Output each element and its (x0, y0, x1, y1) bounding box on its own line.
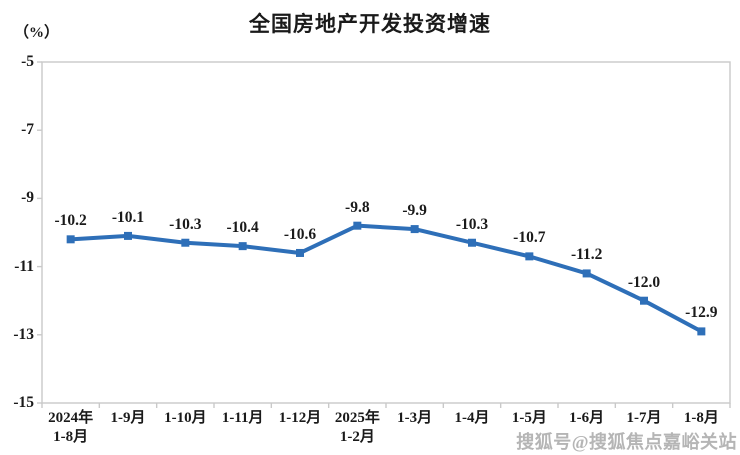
data-point-marker (66, 235, 75, 244)
data-point-marker (353, 221, 362, 230)
data-point-marker (697, 327, 706, 336)
data-value-label: -12.0 (627, 273, 661, 291)
y-axis-tick-label: -7 (21, 121, 34, 139)
x-axis-category-label: 1-7月 (626, 410, 662, 426)
x-axis-category-label: 1-9月 (110, 410, 146, 426)
data-point-marker (640, 296, 648, 305)
y-axis-tick-label: -9 (21, 189, 34, 207)
watermark: 搜狐号@搜狐焦点嘉峪关站 (516, 432, 737, 452)
y-axis-unit-label: （%） (14, 25, 60, 41)
data-point-marker (238, 242, 247, 251)
data-value-label: -11.2 (570, 246, 603, 264)
x-axis-category-label: 1-8月 (683, 410, 719, 426)
y-axis-tick-label: -11 (14, 257, 34, 275)
data-point-marker (525, 252, 534, 261)
data-value-label: -10.1 (111, 208, 145, 226)
x-axis-category-label: 1-11月 (221, 410, 264, 426)
x-axis-category-label: 2024年 1-8月 (48, 410, 94, 445)
data-point-marker (124, 231, 132, 240)
plot-border (41, 61, 731, 404)
x-axis-category-label: 1-4月 (454, 410, 490, 426)
x-axis-category-label: 1-10月 (164, 410, 207, 426)
data-value-label: -9.9 (402, 202, 427, 220)
x-axis-category-label: 1-5月 (511, 410, 547, 426)
x-axis-category-label: 2025年 1-2月 (334, 410, 380, 445)
x-axis-category-label: 1-6月 (569, 410, 605, 426)
data-value-label: -10.6 (283, 225, 317, 243)
data-value-label: -10.4 (226, 219, 259, 237)
data-point-marker (181, 238, 190, 247)
data-value-label: -9.8 (345, 198, 370, 216)
data-line (68, 223, 704, 334)
chart-title: 全国房地产开发投资增速 (249, 12, 491, 36)
data-point-marker (410, 225, 419, 234)
x-axis-category-label: 1-3月 (397, 410, 433, 426)
data-point-marker (582, 269, 591, 278)
y-axis-tick-label: -5 (21, 53, 34, 70)
y-axis-tick-label: -13 (13, 325, 34, 343)
data-value-label: -10.3 (455, 215, 489, 233)
data-value-label: -12.9 (685, 304, 718, 322)
data-value-label: -10.3 (169, 215, 202, 233)
y-axis-tick-label: -15 (13, 394, 34, 411)
data-value-label: -10.7 (513, 229, 546, 247)
x-axis-category-label: 1-12月 (278, 410, 322, 426)
data-value-label: -10.2 (54, 212, 87, 230)
data-point-marker (468, 238, 476, 247)
data-point-marker (296, 248, 304, 257)
